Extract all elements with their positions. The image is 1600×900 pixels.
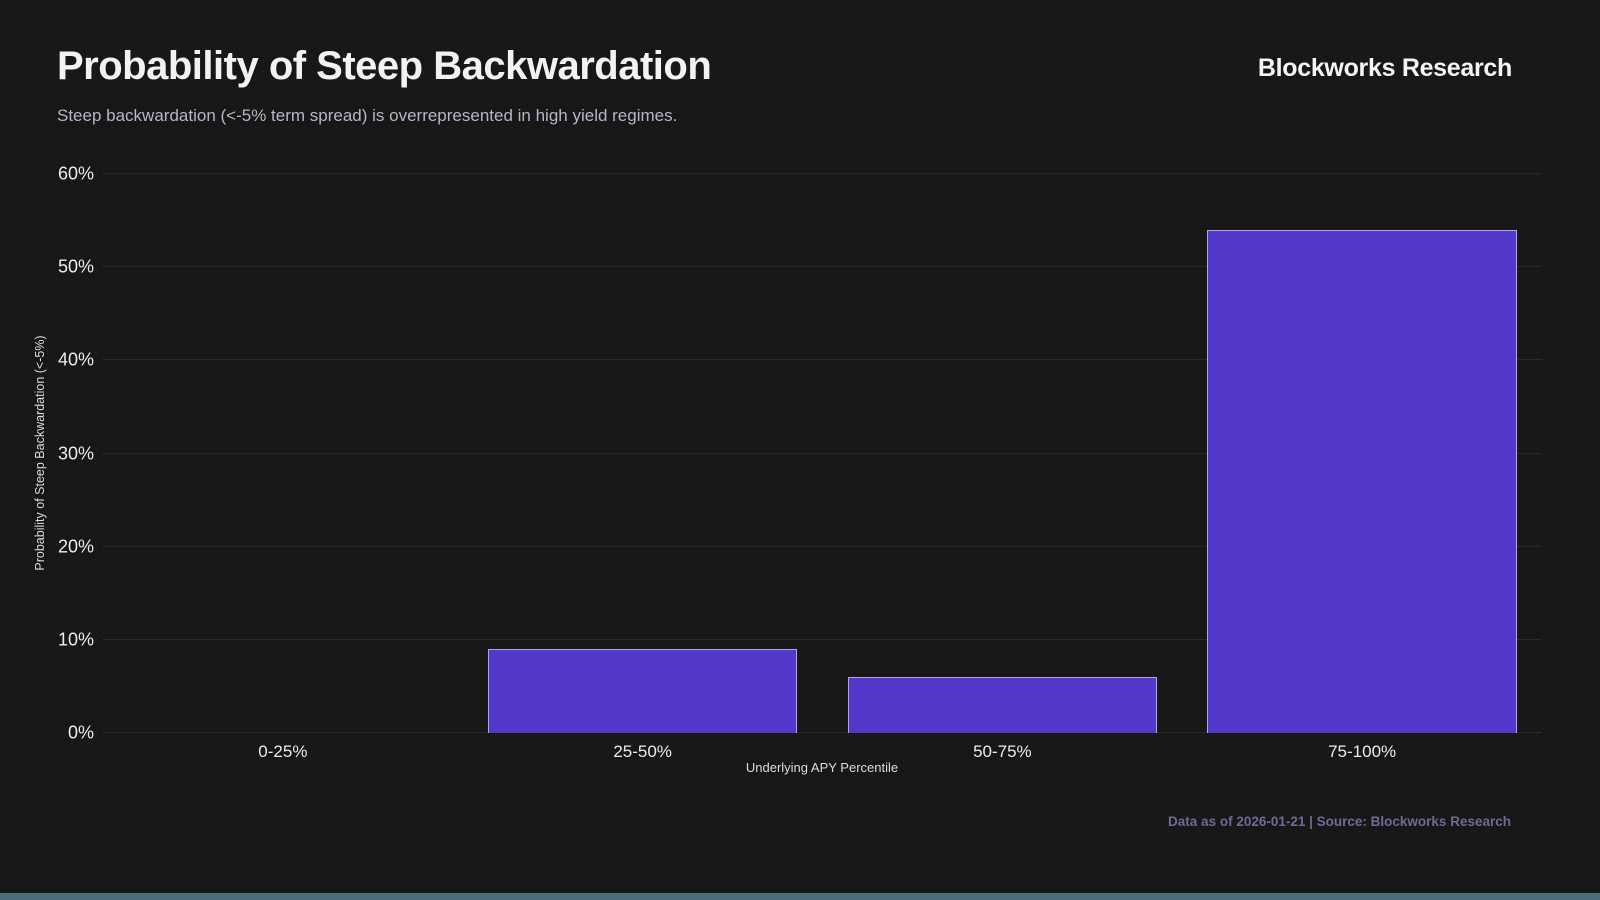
brand-logo: Blockworks Research — [1257, 54, 1512, 82]
gridline-0pct — [103, 732, 1542, 733]
y-tick-label-50pct: 50% — [57, 256, 94, 277]
bar-50-75% — [847, 677, 1158, 733]
y-tick-label-10pct: 10% — [57, 629, 94, 650]
y-tick-label-40pct: 40% — [57, 349, 94, 370]
x-tick-label-25-50%: 25-50% — [613, 742, 672, 761]
gridline-40pct — [103, 359, 1542, 361]
bottom-edge-strip — [0, 893, 1600, 900]
y-tick-label-60pct: 60% — [57, 163, 94, 184]
y-tick-label-30pct: 30% — [57, 443, 94, 463]
source-note: Data as of 2026-01-21 | Source: Blockwor… — [1168, 814, 1511, 829]
y-axis-title: Probability of Steep Backwardation (<-5%… — [33, 335, 47, 571]
chart-subtitle: Steep backwardation (<-5% term spread) i… — [57, 106, 678, 125]
gridline-10pct — [103, 638, 1542, 640]
x-axis-title: Underlying APY Percentile — [745, 760, 899, 775]
gridline-60pct — [103, 173, 1542, 174]
gridline-50pct — [103, 266, 1542, 268]
y-tick-label-20pct: 20% — [57, 536, 94, 557]
gridline-20pct — [103, 545, 1542, 547]
x-tick-label-50-75%: 50-75% — [973, 742, 1032, 761]
x-tick-label-0-25%: 0-25% — [258, 742, 308, 761]
plot-area: 0% 10% 20% 30% 40% 50% 60% 0-25% 25-50% 50-75% 75-… — [58, 164, 1542, 761]
y-tick-label-0pct: 0% — [67, 722, 94, 743]
x-tick-label-75-100%: 75-100% — [1328, 742, 1397, 761]
page-title: Probability of Steep Backwardation — [57, 44, 712, 88]
gridline-30pct — [103, 452, 1542, 454]
bar-75-100% — [1207, 229, 1517, 733]
bar-25-50% — [487, 649, 798, 733]
